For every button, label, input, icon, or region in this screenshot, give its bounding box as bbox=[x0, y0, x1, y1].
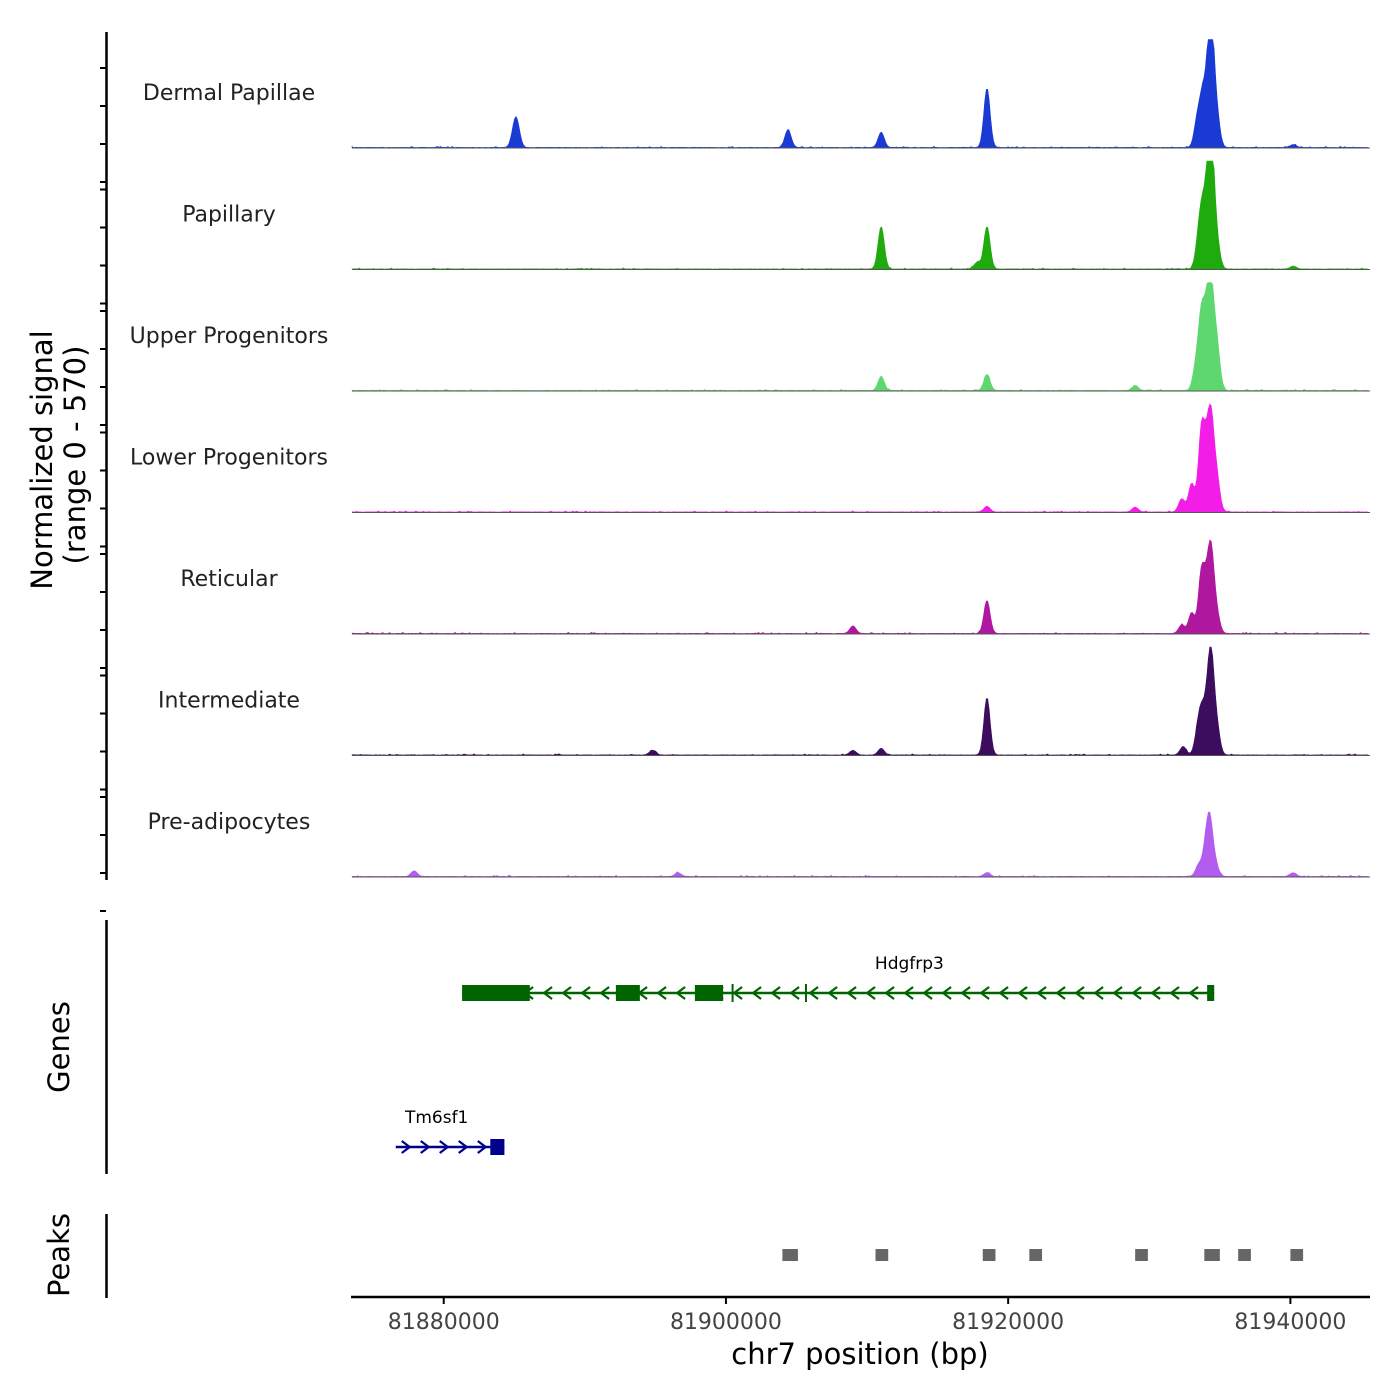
gene-label: Tm6sf1 bbox=[404, 1108, 468, 1128]
y-axis-title: Normalized signal bbox=[25, 330, 59, 589]
exon bbox=[615, 985, 640, 1001]
strand-chevron bbox=[1036, 986, 1047, 1000]
track-label: Lower Progenitors bbox=[130, 446, 328, 471]
peak-region bbox=[1238, 1249, 1251, 1261]
y-axis-title-range: (range 0 - 570) bbox=[58, 346, 92, 565]
strand-chevron bbox=[827, 986, 838, 1000]
strand-chevron bbox=[542, 986, 553, 1000]
strand-chevron bbox=[941, 986, 952, 1000]
strand-chevron bbox=[1093, 986, 1104, 1000]
signal-track: Intermediate bbox=[158, 646, 1370, 756]
strand-chevron bbox=[1074, 986, 1085, 1000]
x-tick-label: 81940000 bbox=[1234, 1310, 1346, 1335]
track-label: Intermediate bbox=[158, 689, 300, 714]
gene-label: Hdgfrp3 bbox=[875, 954, 944, 974]
strand-chevron bbox=[960, 986, 971, 1000]
exon bbox=[462, 985, 530, 1001]
strand-chevron bbox=[1188, 986, 1199, 1000]
strand-chevron bbox=[732, 986, 743, 1000]
signal-track: Lower Progenitors bbox=[130, 403, 1370, 513]
x-tick-label: 81920000 bbox=[952, 1310, 1064, 1335]
signal-area bbox=[351, 403, 1369, 513]
track-label: Papillary bbox=[182, 203, 276, 228]
peak-region bbox=[1204, 1249, 1220, 1261]
genes-panel: Genes Hdgfrp3 Tm6sf1 bbox=[42, 920, 1215, 1174]
strand-chevron bbox=[580, 986, 591, 1000]
signal-track: Papillary bbox=[182, 160, 1370, 270]
strand-chevron bbox=[903, 986, 914, 1000]
strand-chevron bbox=[458, 1140, 469, 1154]
exon bbox=[1207, 985, 1215, 1001]
signal-panel: Normalized signal (range 0 - 570) Dermal… bbox=[25, 32, 1370, 912]
strand-chevron bbox=[808, 986, 819, 1000]
strand-chevron bbox=[420, 1140, 431, 1154]
strand-chevron bbox=[865, 986, 876, 1000]
strand-chevron bbox=[1017, 986, 1028, 1000]
peaks-panel: Peaks bbox=[42, 1213, 1304, 1298]
peak-region bbox=[1290, 1249, 1304, 1261]
strand-chevron bbox=[1131, 986, 1142, 1000]
strand-chevron bbox=[439, 1140, 450, 1154]
strand-chevron bbox=[561, 986, 572, 1000]
peak-region bbox=[782, 1249, 798, 1261]
track-label: Dermal Papillae bbox=[143, 81, 315, 106]
x-axis: 81880000 81900000 81920000 81940000 chr7 po… bbox=[351, 1295, 1370, 1371]
signal-track: Pre-adipocytes bbox=[148, 810, 1370, 878]
signal-area bbox=[351, 160, 1369, 270]
x-tick-label: 81880000 bbox=[388, 1310, 500, 1335]
x-axis-title: chr7 position (bp) bbox=[731, 1337, 988, 1371]
strand-chevron bbox=[1055, 986, 1066, 1000]
strand-chevron bbox=[998, 986, 1009, 1000]
strand-chevron bbox=[922, 986, 933, 1000]
exon bbox=[731, 984, 734, 1002]
strand-chevron bbox=[656, 986, 667, 1000]
exon bbox=[694, 985, 724, 1001]
signal-y-axis-ticks bbox=[100, 67, 106, 912]
signal-track: Upper Progenitors bbox=[130, 282, 1370, 392]
signal-area bbox=[351, 282, 1369, 391]
signal-tracks: Dermal Papillae Papillary Upper Progenitor… bbox=[130, 39, 1370, 878]
strand-chevron bbox=[846, 986, 857, 1000]
peak-regions bbox=[782, 1249, 1304, 1261]
gene-model: Hdgfrp3 bbox=[462, 954, 1215, 1002]
strand-chevron bbox=[599, 986, 610, 1000]
track-label: Reticular bbox=[180, 567, 278, 592]
gene-models: Hdgfrp3 Tm6sf1 bbox=[395, 954, 1215, 1155]
signal-track: Reticular bbox=[180, 539, 1370, 635]
signal-area bbox=[351, 539, 1369, 634]
peaks-title: Peaks bbox=[42, 1213, 76, 1297]
strand-chevron bbox=[770, 986, 781, 1000]
exon bbox=[490, 1139, 505, 1155]
strand-chevron bbox=[1112, 986, 1123, 1000]
gene-model: Tm6sf1 bbox=[395, 1108, 505, 1155]
track-label: Pre-adipocytes bbox=[148, 810, 311, 835]
peak-region bbox=[982, 1249, 996, 1261]
track-label: Upper Progenitors bbox=[130, 324, 329, 349]
x-tick-label: 81900000 bbox=[670, 1310, 782, 1335]
signal-area bbox=[351, 811, 1369, 877]
exon bbox=[804, 984, 807, 1002]
strand-chevron bbox=[401, 1140, 412, 1154]
x-axis-ticks: 81880000 81900000 81920000 81940000 bbox=[388, 1297, 1346, 1335]
strand-chevron bbox=[789, 986, 800, 1000]
signal-area bbox=[351, 39, 1369, 148]
strand-chevron bbox=[1169, 986, 1180, 1000]
peak-region bbox=[1135, 1249, 1148, 1261]
strand-chevron bbox=[884, 986, 895, 1000]
peak-region bbox=[875, 1249, 889, 1261]
peak-region bbox=[1029, 1249, 1043, 1261]
strand-chevron bbox=[1150, 986, 1161, 1000]
strand-chevron bbox=[675, 986, 686, 1000]
genes-title: Genes bbox=[42, 1001, 76, 1093]
signal-area bbox=[351, 646, 1369, 756]
signal-track: Dermal Papillae bbox=[143, 39, 1370, 149]
strand-chevron bbox=[751, 986, 762, 1000]
strand-chevron bbox=[477, 1140, 488, 1154]
strand-chevron bbox=[979, 986, 990, 1000]
